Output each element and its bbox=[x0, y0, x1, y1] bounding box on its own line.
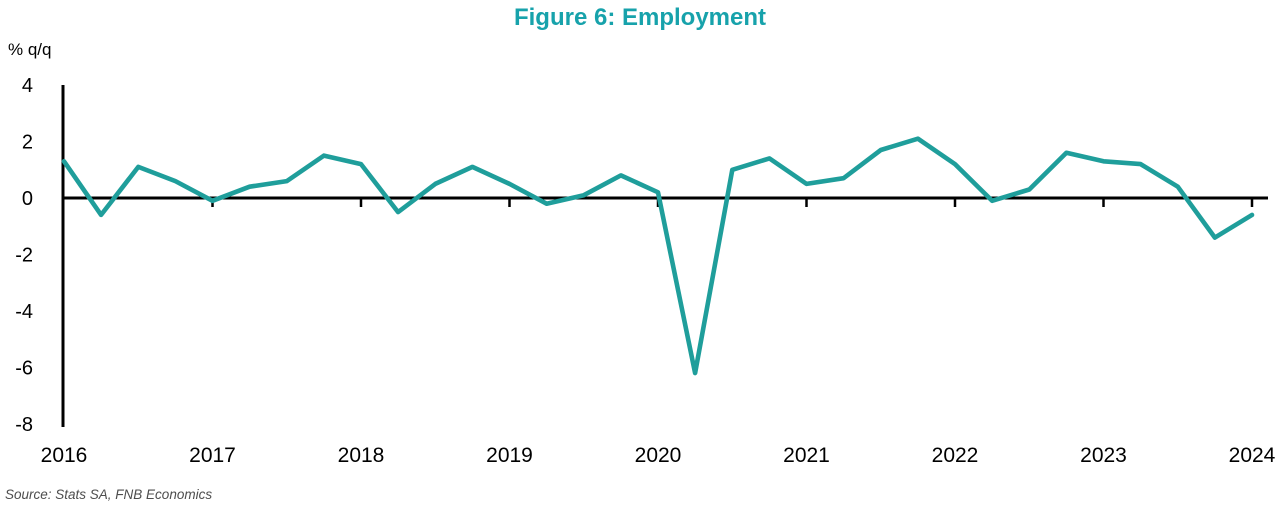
x-axis-label-2016: 2016 bbox=[41, 444, 88, 467]
y-axis-label-4: 4 bbox=[22, 75, 33, 97]
employment-series-line bbox=[61, 136, 1255, 376]
x-axis-label-2020: 2020 bbox=[635, 444, 682, 467]
source-note: Source: Stats SA, FNB Economics bbox=[5, 487, 213, 502]
x-axis-label-2023: 2023 bbox=[1080, 444, 1127, 467]
x-axis-label-2018: 2018 bbox=[338, 444, 385, 467]
y-axis-label-2: 2 bbox=[22, 132, 33, 154]
x-axis-label-2022: 2022 bbox=[932, 444, 979, 467]
y-axis-label--6: -6 bbox=[15, 358, 33, 380]
y-axis-unit-label: % q/q bbox=[8, 40, 52, 59]
y-axis-label--8: -8 bbox=[15, 414, 33, 436]
y-axis-label--2: -2 bbox=[15, 245, 33, 267]
x-axis-label-2017: 2017 bbox=[189, 444, 236, 467]
y-axis-label--4: -4 bbox=[15, 301, 33, 323]
x-axis-label-2019: 2019 bbox=[486, 444, 533, 467]
x-axis-label-2021: 2021 bbox=[783, 444, 830, 467]
y-axis-label-0: 0 bbox=[22, 188, 33, 210]
chart-title: Figure 6: Employment bbox=[513, 4, 767, 31]
x-axis-label-2024: 2024 bbox=[1229, 444, 1276, 467]
